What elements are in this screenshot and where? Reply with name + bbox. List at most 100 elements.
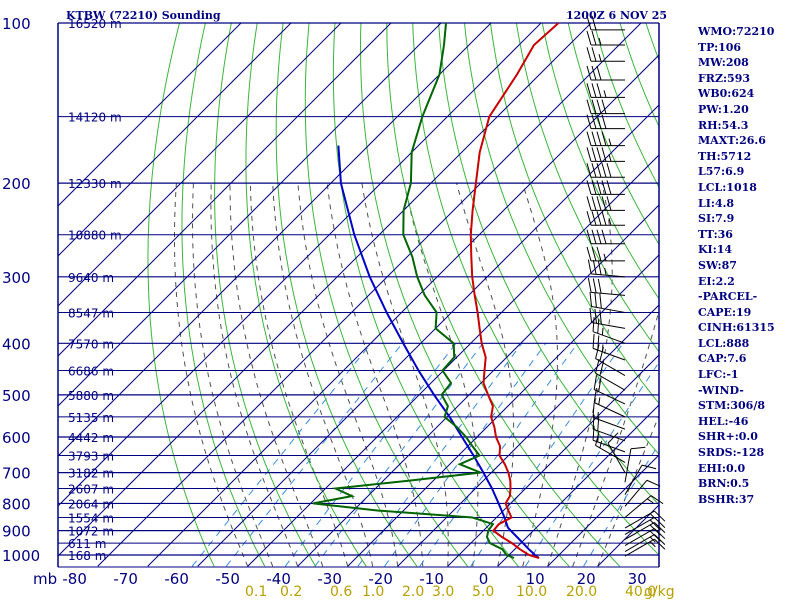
- barb-flag: [601, 196, 607, 211]
- barb-flag: [649, 524, 661, 536]
- height-label: 16520 m: [68, 17, 122, 31]
- stat-item: SI:7.9: [698, 212, 735, 226]
- wind-barb: [624, 538, 666, 557]
- height-label: 1554 m: [68, 511, 114, 525]
- stat-item: TH:5712: [698, 149, 752, 163]
- stat-item: TP:106: [698, 40, 742, 54]
- mixing-ratio-tick-label: 10.0: [516, 584, 547, 600]
- wind-barb: [586, 196, 625, 211]
- barb-flag: [654, 534, 666, 545]
- wind-barb: [624, 522, 666, 540]
- dry-adiabat: [515, 23, 659, 353]
- isotherm: [58, 23, 292, 257]
- barb-flag: [591, 30, 597, 46]
- moist-adiabat: [403, 182, 479, 567]
- barb-flag: [586, 30, 592, 46]
- mixing-ratio-line: [284, 342, 457, 567]
- barb-staff: [624, 517, 655, 535]
- moist-adiabat: [229, 183, 324, 567]
- dry-adiabat: [567, 23, 659, 246]
- moist-adiabat: [192, 183, 274, 567]
- mixing-ratio-line: [524, 361, 659, 567]
- wind-barb: [586, 30, 625, 46]
- stat-item: SRDS:-128: [698, 446, 765, 460]
- barb-flag: [654, 510, 666, 522]
- dry-adiabat: [275, 23, 418, 567]
- height-label: 6686 m: [68, 365, 114, 379]
- barb-half: [646, 498, 654, 504]
- barb-staff: [592, 439, 626, 453]
- temperature-tick-label: -70: [113, 570, 137, 588]
- wind-barb: [586, 131, 625, 147]
- wind-barb: [586, 211, 625, 226]
- mixing-ratio-line: [191, 342, 372, 567]
- stat-item: HEL:-46: [698, 414, 749, 428]
- dry-adiabat: [332, 23, 519, 567]
- wind-barb: [593, 375, 626, 405]
- mixing-ratio-line: [357, 343, 523, 567]
- barb-flag: [591, 147, 597, 162]
- barb-flag: [591, 180, 597, 195]
- isotherm: [58, 23, 242, 207]
- isotherm: [58, 23, 592, 557]
- barb-flag: [654, 538, 666, 550]
- mixing-ratio-tick-label: 1.0: [362, 584, 384, 600]
- barb-flag: [592, 278, 597, 293]
- stat-item: SW:87: [698, 258, 737, 272]
- pressure-unit-label: mb: [33, 570, 57, 588]
- barb-flag: [596, 246, 602, 262]
- mixing-ratio-line: [583, 443, 659, 567]
- pressure-tick-label: 500: [2, 387, 31, 405]
- dry-adiabat: [541, 23, 659, 300]
- barb-staff: [624, 528, 655, 547]
- barb-flag: [591, 196, 597, 211]
- barb-flag: [586, 211, 592, 226]
- barb-staff: [591, 273, 626, 278]
- barb-flag: [591, 211, 597, 226]
- barb-flag: [586, 246, 592, 262]
- temperature-tick-label: 0: [479, 570, 489, 588]
- barb-flag: [597, 416, 600, 431]
- dry-adiabat: [214, 23, 316, 567]
- height-label: 1072 m: [68, 525, 114, 539]
- barb-flag: [649, 519, 661, 531]
- barb-staff: [624, 495, 652, 518]
- barb-flag: [594, 292, 597, 308]
- barb-flag: [601, 211, 607, 226]
- barb-flag: [594, 308, 597, 324]
- wind-barb: [587, 277, 626, 296]
- barb-staff: [592, 331, 626, 344]
- wind-barb: [586, 83, 625, 98]
- height-label: 3182 m: [68, 467, 114, 481]
- isotherm: [397, 304, 659, 567]
- mixing-ratio-line: [470, 343, 624, 567]
- barb-flag: [586, 131, 592, 146]
- pressure-tick-label: 600: [2, 429, 31, 447]
- barb-flag: [606, 163, 612, 178]
- stat-item: EI:2.2: [698, 274, 735, 288]
- stat-item: BRN:0.5: [698, 477, 750, 491]
- pressure-tick-label: 200: [2, 175, 31, 193]
- barb-flag: [601, 163, 607, 178]
- moist-adiabat: [272, 183, 374, 567]
- barb-flag: [597, 278, 602, 294]
- wind-barb: [592, 333, 626, 361]
- wind-barb: [586, 114, 625, 130]
- barb-flag: [586, 15, 592, 30]
- barb-flag: [591, 47, 597, 62]
- barb-half: [601, 327, 604, 336]
- stat-item: -WIND-: [698, 383, 744, 397]
- stat-item: -PARCEL-: [698, 290, 758, 304]
- wind-barb: [586, 47, 625, 62]
- height-label: 4442 m: [68, 431, 114, 445]
- stat-item: MW:208: [698, 56, 749, 70]
- barb-flag: [586, 99, 592, 114]
- barb-flag: [595, 431, 600, 446]
- sounding-stats-list: WMO:72210 TP:106 MW:208 FRZ:593 WB0:624 PW:1.…: [698, 24, 775, 507]
- height-label: 611 m: [68, 537, 106, 551]
- barb-half: [649, 536, 656, 543]
- mixing-ratio-line: [314, 342, 484, 567]
- barb-flag: [597, 335, 600, 351]
- barb-staff: [591, 291, 626, 296]
- barb-flag: [596, 65, 602, 81]
